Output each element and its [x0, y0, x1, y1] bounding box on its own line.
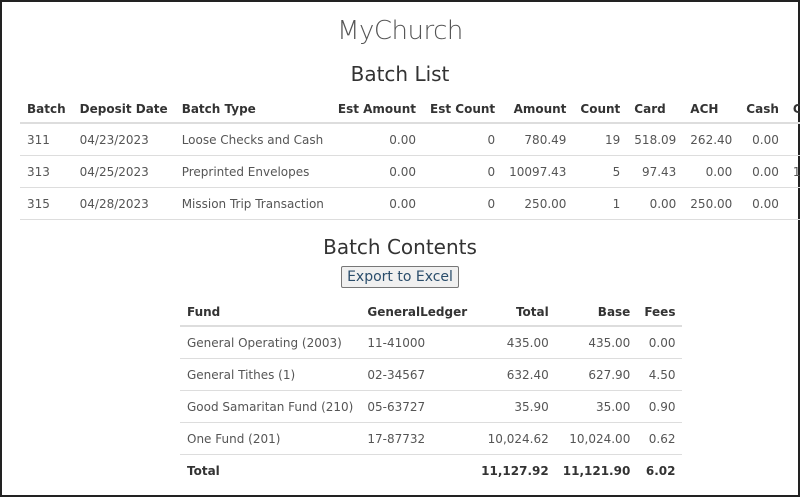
col-total: Total	[474, 299, 556, 327]
card-cell: 97.43	[627, 155, 684, 188]
col-general-ledger: GeneralLedger	[360, 299, 475, 327]
deposit-date-cell: 04/25/2023	[72, 155, 175, 188]
total-cell: 10,024.62	[474, 422, 556, 455]
fund-cell: General Operating (2003)	[180, 326, 361, 359]
col-card: Card	[627, 96, 684, 124]
site-title: MyChurch	[337, 16, 463, 46]
batch-cell: 313	[20, 155, 73, 188]
cash-cell: 0.00	[739, 123, 786, 156]
batch-cell: 315	[20, 187, 73, 220]
ach-cell: 250.00	[683, 187, 740, 220]
fees-cell: 4.50	[637, 358, 683, 391]
total-label: Total	[187, 463, 220, 478]
total-cell: 632.40	[474, 358, 556, 391]
col-est-count: Est Count	[423, 96, 503, 124]
cash-cell: 0.00	[739, 155, 786, 188]
est-count-cell: 0	[423, 155, 503, 188]
est-count-cell: 0	[423, 123, 503, 156]
table-header-row: Fund GeneralLedger Total Base Fees	[180, 299, 683, 327]
est-count-cell: 0	[423, 187, 503, 220]
est-amount-cell: 0.00	[330, 187, 424, 220]
base-cell: 627.90	[555, 358, 638, 391]
count-cell: 5	[573, 155, 628, 188]
col-batch: Batch	[20, 96, 73, 124]
deposit-date-cell: 04/23/2023	[72, 123, 175, 156]
amount-cell: 10097.43	[502, 155, 574, 188]
fees-sum: 6.02	[645, 463, 676, 478]
batch-contents-table: Fund GeneralLedger Total Base Fees Gener…	[180, 299, 683, 487]
export-to-excel-button[interactable]: Export to Excel	[341, 266, 459, 288]
ach-cell: 0.00	[683, 155, 740, 188]
fund-cell: One Fund (201)	[180, 422, 361, 455]
table-row[interactable]: 313 04/25/2023 Preprinted Envelopes 0.00…	[20, 155, 800, 188]
batch-type-cell: Loose Checks and Cash	[174, 123, 331, 156]
general-ledger-cell: 11-41000	[360, 326, 475, 359]
batch-type-cell: Mission Trip Transaction	[174, 187, 331, 220]
ach-cell: 262.40	[683, 123, 740, 156]
total-cell: 35.90	[474, 390, 556, 423]
count-cell: 19	[573, 123, 628, 156]
batch-list-table: Batch Deposit Date Batch Type Est Amount…	[20, 96, 800, 220]
base-sum: 11,121.90	[562, 463, 631, 478]
col-deposit-date: Deposit Date	[72, 96, 175, 124]
base-cell: 35.00	[555, 390, 638, 423]
card-cell: 518.09	[627, 123, 684, 156]
general-ledger-cell: 17-87732	[360, 422, 475, 455]
checks-cell: 10000.00	[785, 155, 800, 188]
table-row[interactable]: 311 04/23/2023 Loose Checks and Cash 0.0…	[20, 123, 800, 156]
batch-list-heading: Batch List	[350, 62, 450, 86]
col-count: Count	[573, 96, 628, 124]
batch-type-cell: Preprinted Envelopes	[174, 155, 331, 188]
card-cell: 0.00	[627, 187, 684, 220]
table-header-row: Batch Deposit Date Batch Type Est Amount…	[20, 96, 800, 124]
col-est-amount: Est Amount	[330, 96, 424, 124]
col-batch-type: Batch Type	[174, 96, 331, 124]
count-cell: 1	[573, 187, 628, 220]
cash-cell: 0.00	[739, 187, 786, 220]
table-row: General Operating (2003) 11-41000 435.00…	[180, 326, 683, 359]
fees-cell: 0.62	[637, 422, 683, 455]
col-base: Base	[555, 299, 638, 327]
fees-cell: 0.00	[637, 326, 683, 359]
general-ledger-cell: 02-34567	[360, 358, 475, 391]
general-ledger-cell	[360, 455, 474, 487]
batch-cell: 311	[20, 123, 73, 156]
col-fees: Fees	[637, 299, 683, 327]
totals-row: Total 11,127.92 11,121.90 6.02	[180, 455, 682, 487]
col-checks: Checks	[785, 96, 800, 124]
total-cell: 435.00	[474, 326, 556, 359]
est-amount-cell: 0.00	[330, 123, 424, 156]
checks-cell: 0.00	[785, 123, 800, 156]
col-amount: Amount	[502, 96, 574, 124]
table-row: General Tithes (1) 02-34567 632.40 627.9…	[180, 358, 683, 391]
total-sum: 11,127.92	[481, 463, 549, 478]
est-amount-cell: 0.00	[330, 155, 424, 188]
general-ledger-cell: 05-63727	[360, 390, 475, 423]
fund-cell: Good Samaritan Fund (210)	[180, 390, 361, 423]
base-cell: 435.00	[555, 326, 638, 359]
table-row: One Fund (201) 17-87732 10,024.62 10,024…	[180, 422, 683, 455]
base-cell: 10,024.00	[555, 422, 638, 455]
col-fund: Fund	[180, 299, 361, 327]
col-ach: ACH	[683, 96, 740, 124]
amount-cell: 250.00	[502, 187, 574, 220]
deposit-date-cell: 04/28/2023	[72, 187, 175, 220]
batch-contents-heading: Batch Contents	[323, 235, 477, 259]
fund-cell: General Tithes (1)	[180, 358, 361, 391]
fees-cell: 0.90	[637, 390, 683, 423]
table-row: Good Samaritan Fund (210) 05-63727 35.90…	[180, 390, 683, 423]
amount-cell: 780.49	[502, 123, 574, 156]
checks-cell: 0.00	[785, 187, 800, 220]
table-row[interactable]: 315 04/28/2023 Mission Trip Transaction …	[20, 187, 800, 220]
col-cash: Cash	[739, 96, 786, 124]
